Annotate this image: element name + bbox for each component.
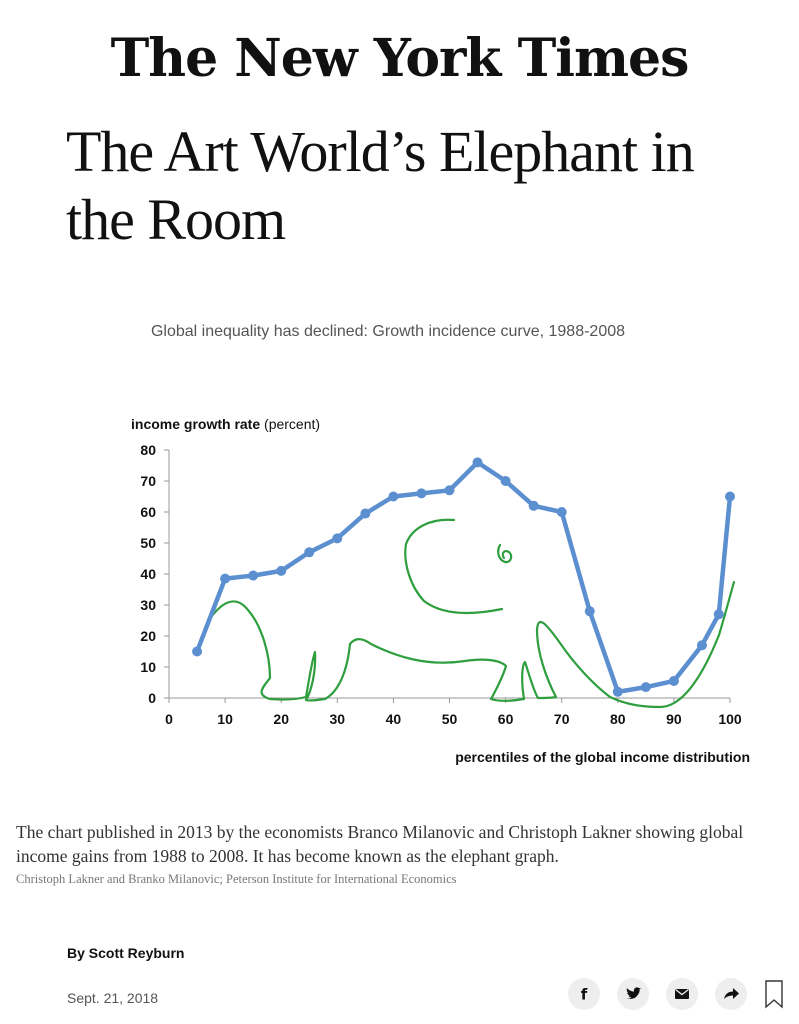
y-axis-label-bold: income growth rate <box>131 416 260 432</box>
chart-title: Global inequality has declined: Growth i… <box>151 323 625 340</box>
x-tick-label: 40 <box>386 711 402 727</box>
elephant-trunk <box>205 580 736 709</box>
y-axis-label-unit: (percent) <box>260 416 320 432</box>
x-tick-label: 90 <box>666 711 682 727</box>
x-tick-label: 30 <box>330 711 346 727</box>
data-point <box>388 491 399 502</box>
x-axis-label: percentiles of the global income distrib… <box>455 749 750 765</box>
email-share-button[interactable] <box>666 978 698 1010</box>
data-point <box>713 609 724 620</box>
y-tick-label: 40 <box>140 566 156 582</box>
y-tick-label: 80 <box>140 442 156 458</box>
share-icon <box>724 988 739 999</box>
figure-caption: The chart published in 2013 by the econo… <box>16 822 744 866</box>
x-tick-label: 20 <box>273 711 289 727</box>
data-point <box>332 533 343 544</box>
article-byline[interactable]: By Scott Reyburn <box>67 945 185 961</box>
x-tick-label: 60 <box>498 711 514 727</box>
data-point <box>276 565 287 576</box>
chart-svg: Global inequality has declined: Growth i… <box>131 323 750 765</box>
data-point <box>360 508 371 519</box>
twitter-icon <box>626 987 641 999</box>
data-point <box>416 488 427 499</box>
facebook-share-button[interactable]: f <box>568 978 600 1010</box>
x-tick-label: 80 <box>610 711 626 727</box>
data-point <box>612 686 623 697</box>
masthead-logo[interactable]: The New York Times <box>110 28 690 89</box>
data-point <box>248 570 259 581</box>
y-tick-label: 10 <box>140 659 156 675</box>
elephant-body-curve <box>404 518 504 615</box>
article-headline: The Art World’s Elephant in the Room <box>66 119 695 252</box>
share-button[interactable] <box>715 978 747 1010</box>
figure-credit: Christoph Lakner and Branko Milanovic; P… <box>16 872 457 886</box>
y-tick-label: 60 <box>140 504 156 520</box>
data-point <box>304 547 315 558</box>
x-tick-label: 70 <box>554 711 570 727</box>
email-icon <box>675 988 689 999</box>
series-line <box>194 460 733 695</box>
elephant-chart: Global inequality has declined: Growth i… <box>0 300 799 780</box>
data-point <box>500 476 511 486</box>
y-tick-label: 0 <box>148 690 156 706</box>
y-tick-label: 20 <box>140 628 156 644</box>
elephant-eye <box>497 543 513 564</box>
data-point <box>528 500 539 511</box>
article-date: Sept. 21, 2018 <box>67 990 159 1006</box>
data-point <box>472 457 483 468</box>
data-point <box>584 606 595 617</box>
data-point <box>725 491 735 502</box>
chart-series <box>192 457 735 697</box>
data-point <box>696 640 707 651</box>
svg-text:f: f <box>581 986 588 1004</box>
data-point <box>556 507 567 517</box>
chart-axes: 0 10 20 30 40 50 60 70 80 0 10 20 30 40 50 60 70 80 90 100 <box>140 442 741 727</box>
data-point <box>668 675 679 686</box>
x-tick-label: 100 <box>718 711 742 727</box>
data-point <box>444 485 455 496</box>
y-axis-label: income growth rate (percent) <box>131 416 320 432</box>
y-tick-label: 70 <box>140 473 156 489</box>
x-tick-label: 0 <box>165 711 173 727</box>
facebook-icon: f <box>581 986 588 1004</box>
elephant-drawing <box>205 518 736 709</box>
data-point <box>220 573 231 584</box>
data-point <box>192 646 203 657</box>
bookmark-icon[interactable] <box>764 978 784 1010</box>
y-tick-label: 30 <box>140 597 156 613</box>
data-point <box>640 682 651 693</box>
x-tick-label: 50 <box>442 711 458 727</box>
twitter-share-button[interactable] <box>617 978 649 1010</box>
y-tick-label: 50 <box>140 535 156 551</box>
x-tick-label: 10 <box>217 711 233 727</box>
